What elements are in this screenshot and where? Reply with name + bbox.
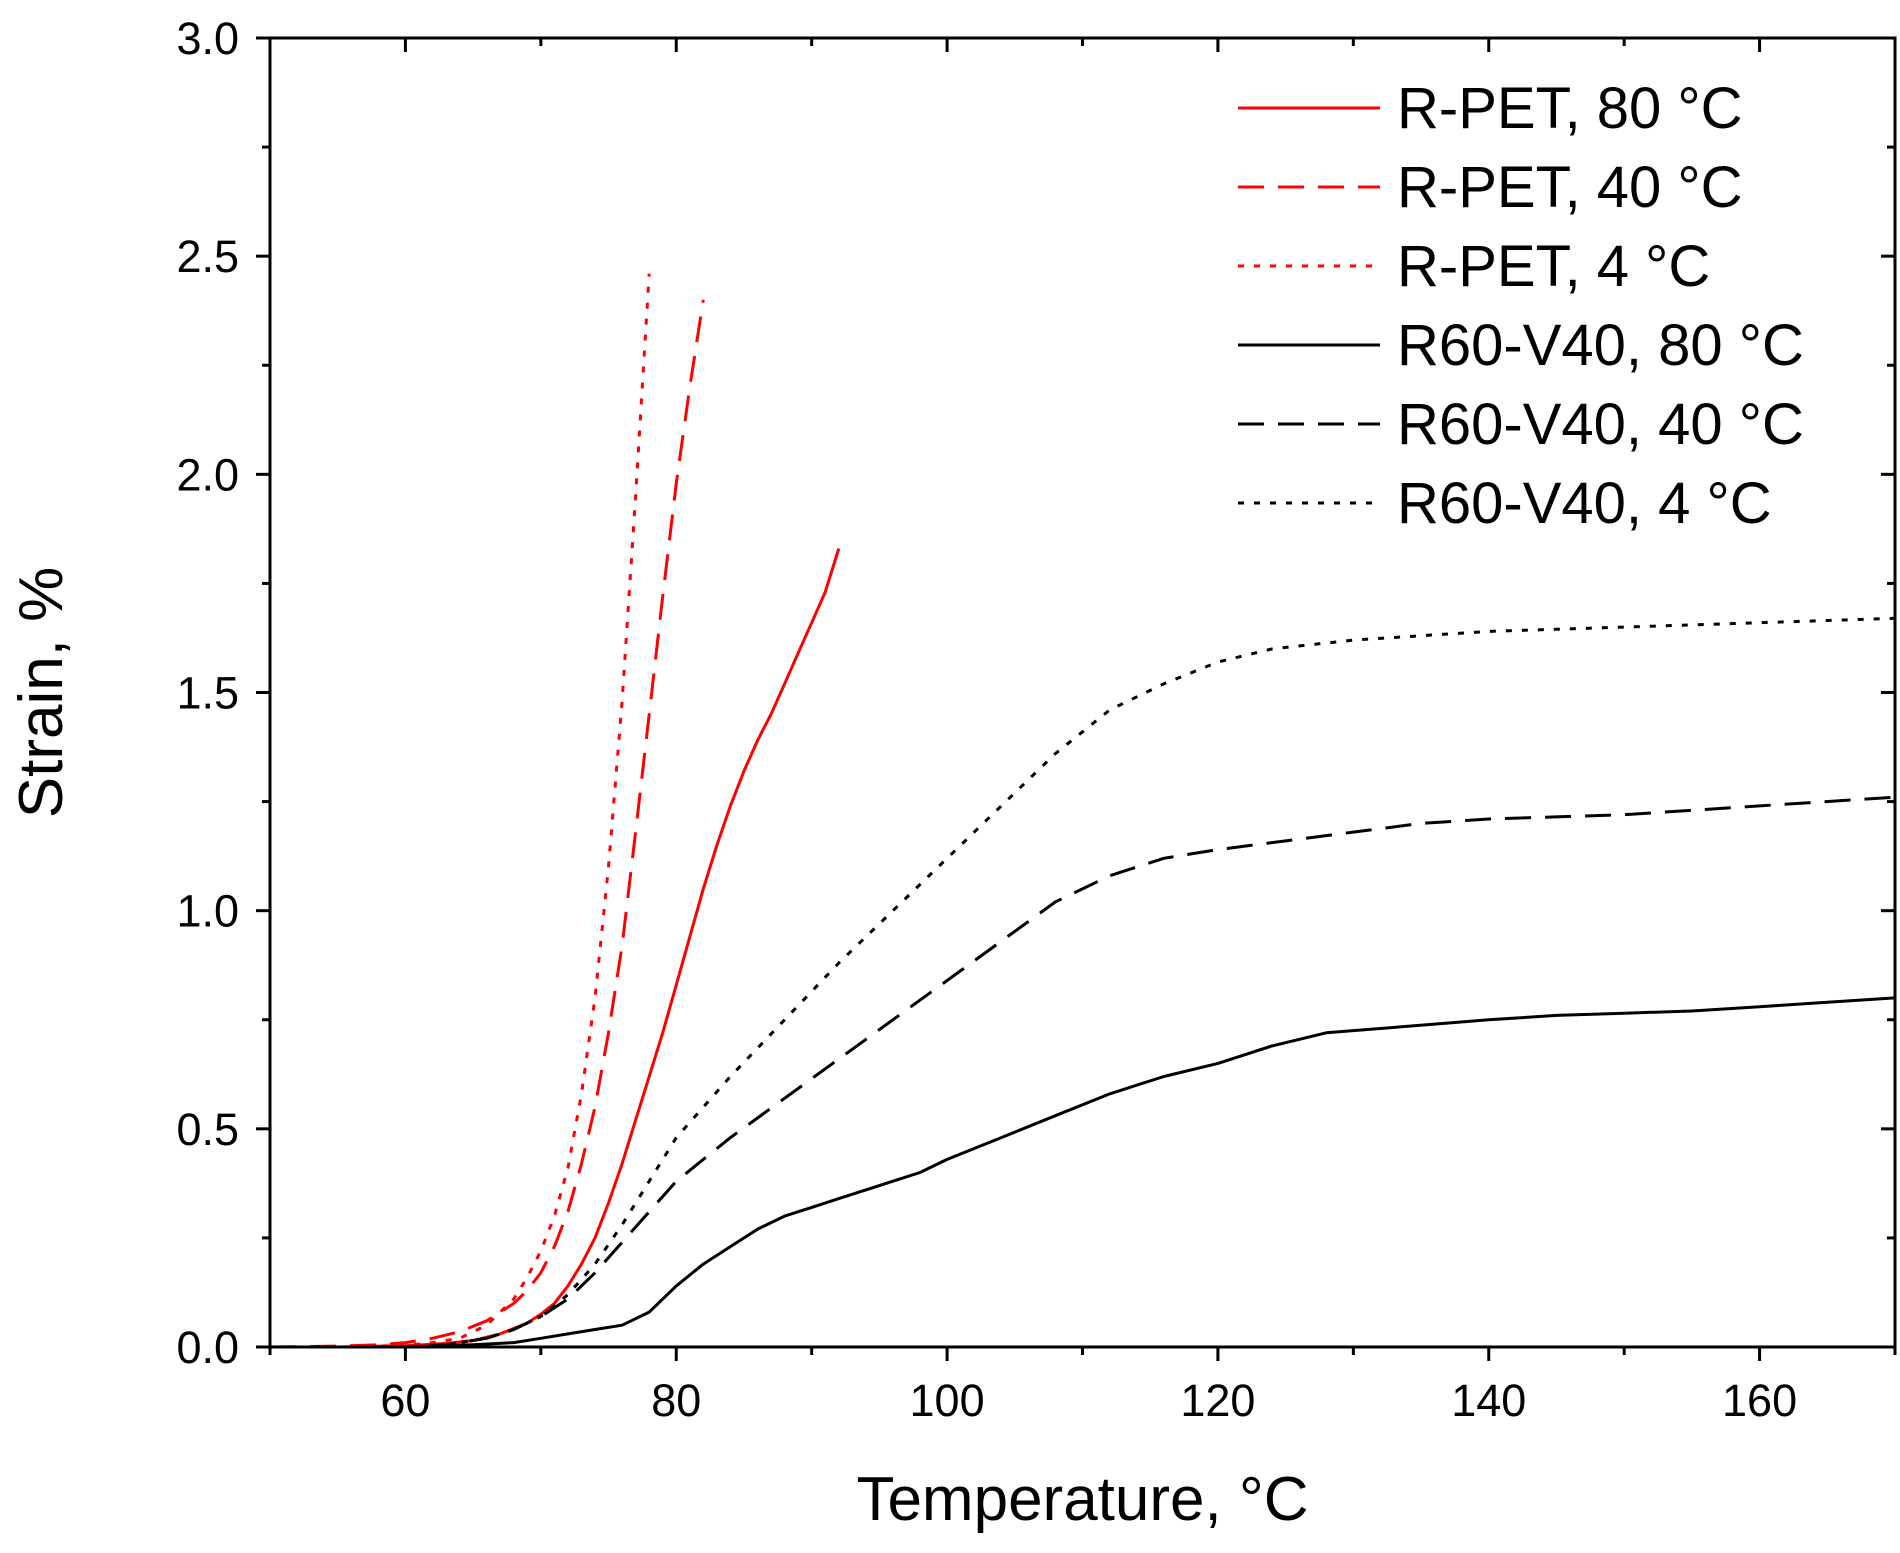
- x-tick-label: 60: [380, 1375, 430, 1426]
- series-line-4: [270, 996, 1896, 1349]
- y-axis-title: Strain, %: [7, 567, 76, 819]
- y-tick-label: 1.0: [176, 886, 239, 937]
- x-tick-label: 160: [1722, 1375, 1797, 1426]
- legend-label-4: R60-V40, 80 °C: [1397, 313, 1804, 378]
- legend-label-1: R-PET, 80 °C: [1397, 76, 1743, 141]
- series-line-2: [269, 299, 705, 1349]
- x-tick-label: 140: [1451, 1375, 1526, 1426]
- legend: R-PET, 80 °C R-PET, 40 °C R-PET, 4 °C R60-V…: [1238, 76, 1804, 536]
- y-tick-label: 3.0: [176, 13, 239, 64]
- x-axis-title: Temperature, °C: [856, 1465, 1308, 1534]
- y-tick-label: 0.5: [176, 1104, 239, 1155]
- y-tick-label: 0.0: [176, 1322, 239, 1373]
- series-lines: [269, 273, 1896, 1349]
- series-line-6: [270, 616, 1896, 1349]
- legend-label-6: R60-V40, 4 °C: [1397, 471, 1772, 536]
- y-tick-label: 2.0: [176, 449, 239, 500]
- x-tick-label: 80: [651, 1375, 701, 1426]
- legend-label-2: R-PET, 40 °C: [1397, 155, 1743, 220]
- axis-ticks: 60 80 100 120 140 160 0.0 0.5 1.0 1.5 2.0 2.5 3.0: [176, 13, 1897, 1426]
- legend-label-5: R60-V40, 40 °C: [1397, 392, 1804, 457]
- x-tick-label: 100: [910, 1375, 985, 1426]
- legend-label-3: R-PET, 4 °C: [1397, 234, 1710, 299]
- y-tick-label: 2.5: [176, 231, 239, 282]
- x-tick-label: 120: [1180, 1375, 1255, 1426]
- y-tick-label: 1.5: [176, 668, 239, 719]
